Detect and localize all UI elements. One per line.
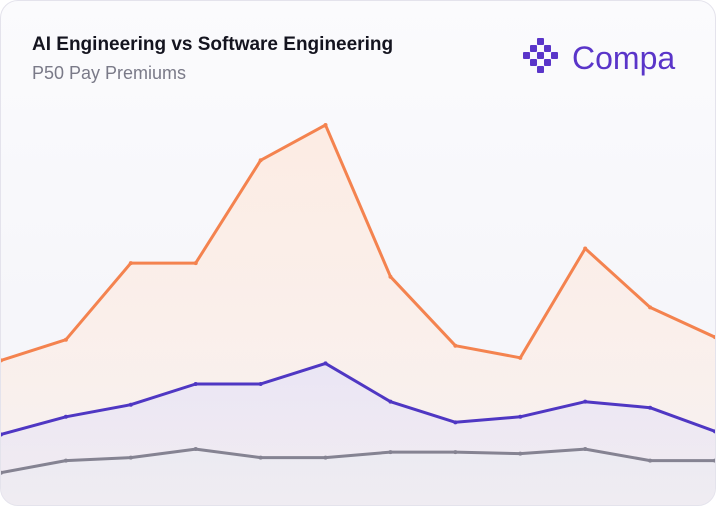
series-mid-point [258,382,263,387]
series-low-point [388,450,393,455]
series-mid-point [518,414,523,419]
series-low-point [648,458,653,463]
series-high-point [323,122,328,127]
series-high-point [63,337,68,342]
series-low-point [713,458,715,463]
series-low-line [1,447,715,475]
compa-grid-logo-icon [523,38,558,73]
series-low-area [1,449,715,505]
series-mid-point [648,405,653,410]
series-high-point [453,343,458,348]
series-low-point [323,455,328,460]
series-high-point [388,274,393,279]
series-low-point [1,470,3,475]
series-low-point [258,455,263,460]
brand-name: Compa [572,39,676,76]
series-high-point [193,261,198,266]
series-high-point [583,246,588,251]
series-mid-point [1,432,3,437]
chart-subtitle: P50 Pay Premiums [32,63,187,83]
series-high-line [1,123,715,362]
series-mid-point [128,402,133,407]
series-low-point [518,451,523,456]
series-low-point [583,447,588,452]
series-high-point [518,355,523,360]
series-high-point [258,158,263,163]
series-high-point [128,261,133,266]
series-low-point [193,447,198,452]
series-mid-point [453,420,458,425]
brand-logo: Compa [522,37,675,79]
chart-title: AI Engineering vs Software Engineering [32,34,394,55]
series-high-point [648,305,653,310]
series-mid-point [323,361,328,366]
series-low-point [453,450,458,455]
series-mid-point [583,399,588,404]
series-mid-point [193,382,198,387]
series-low-point [128,455,133,460]
series-high-point [713,335,715,340]
series-mid-line [1,361,715,436]
series-mid-point [388,399,393,404]
series-high-point [1,358,3,363]
series-mid-point [63,414,68,419]
series-low-point [63,458,68,463]
series-mid-point [713,429,715,434]
